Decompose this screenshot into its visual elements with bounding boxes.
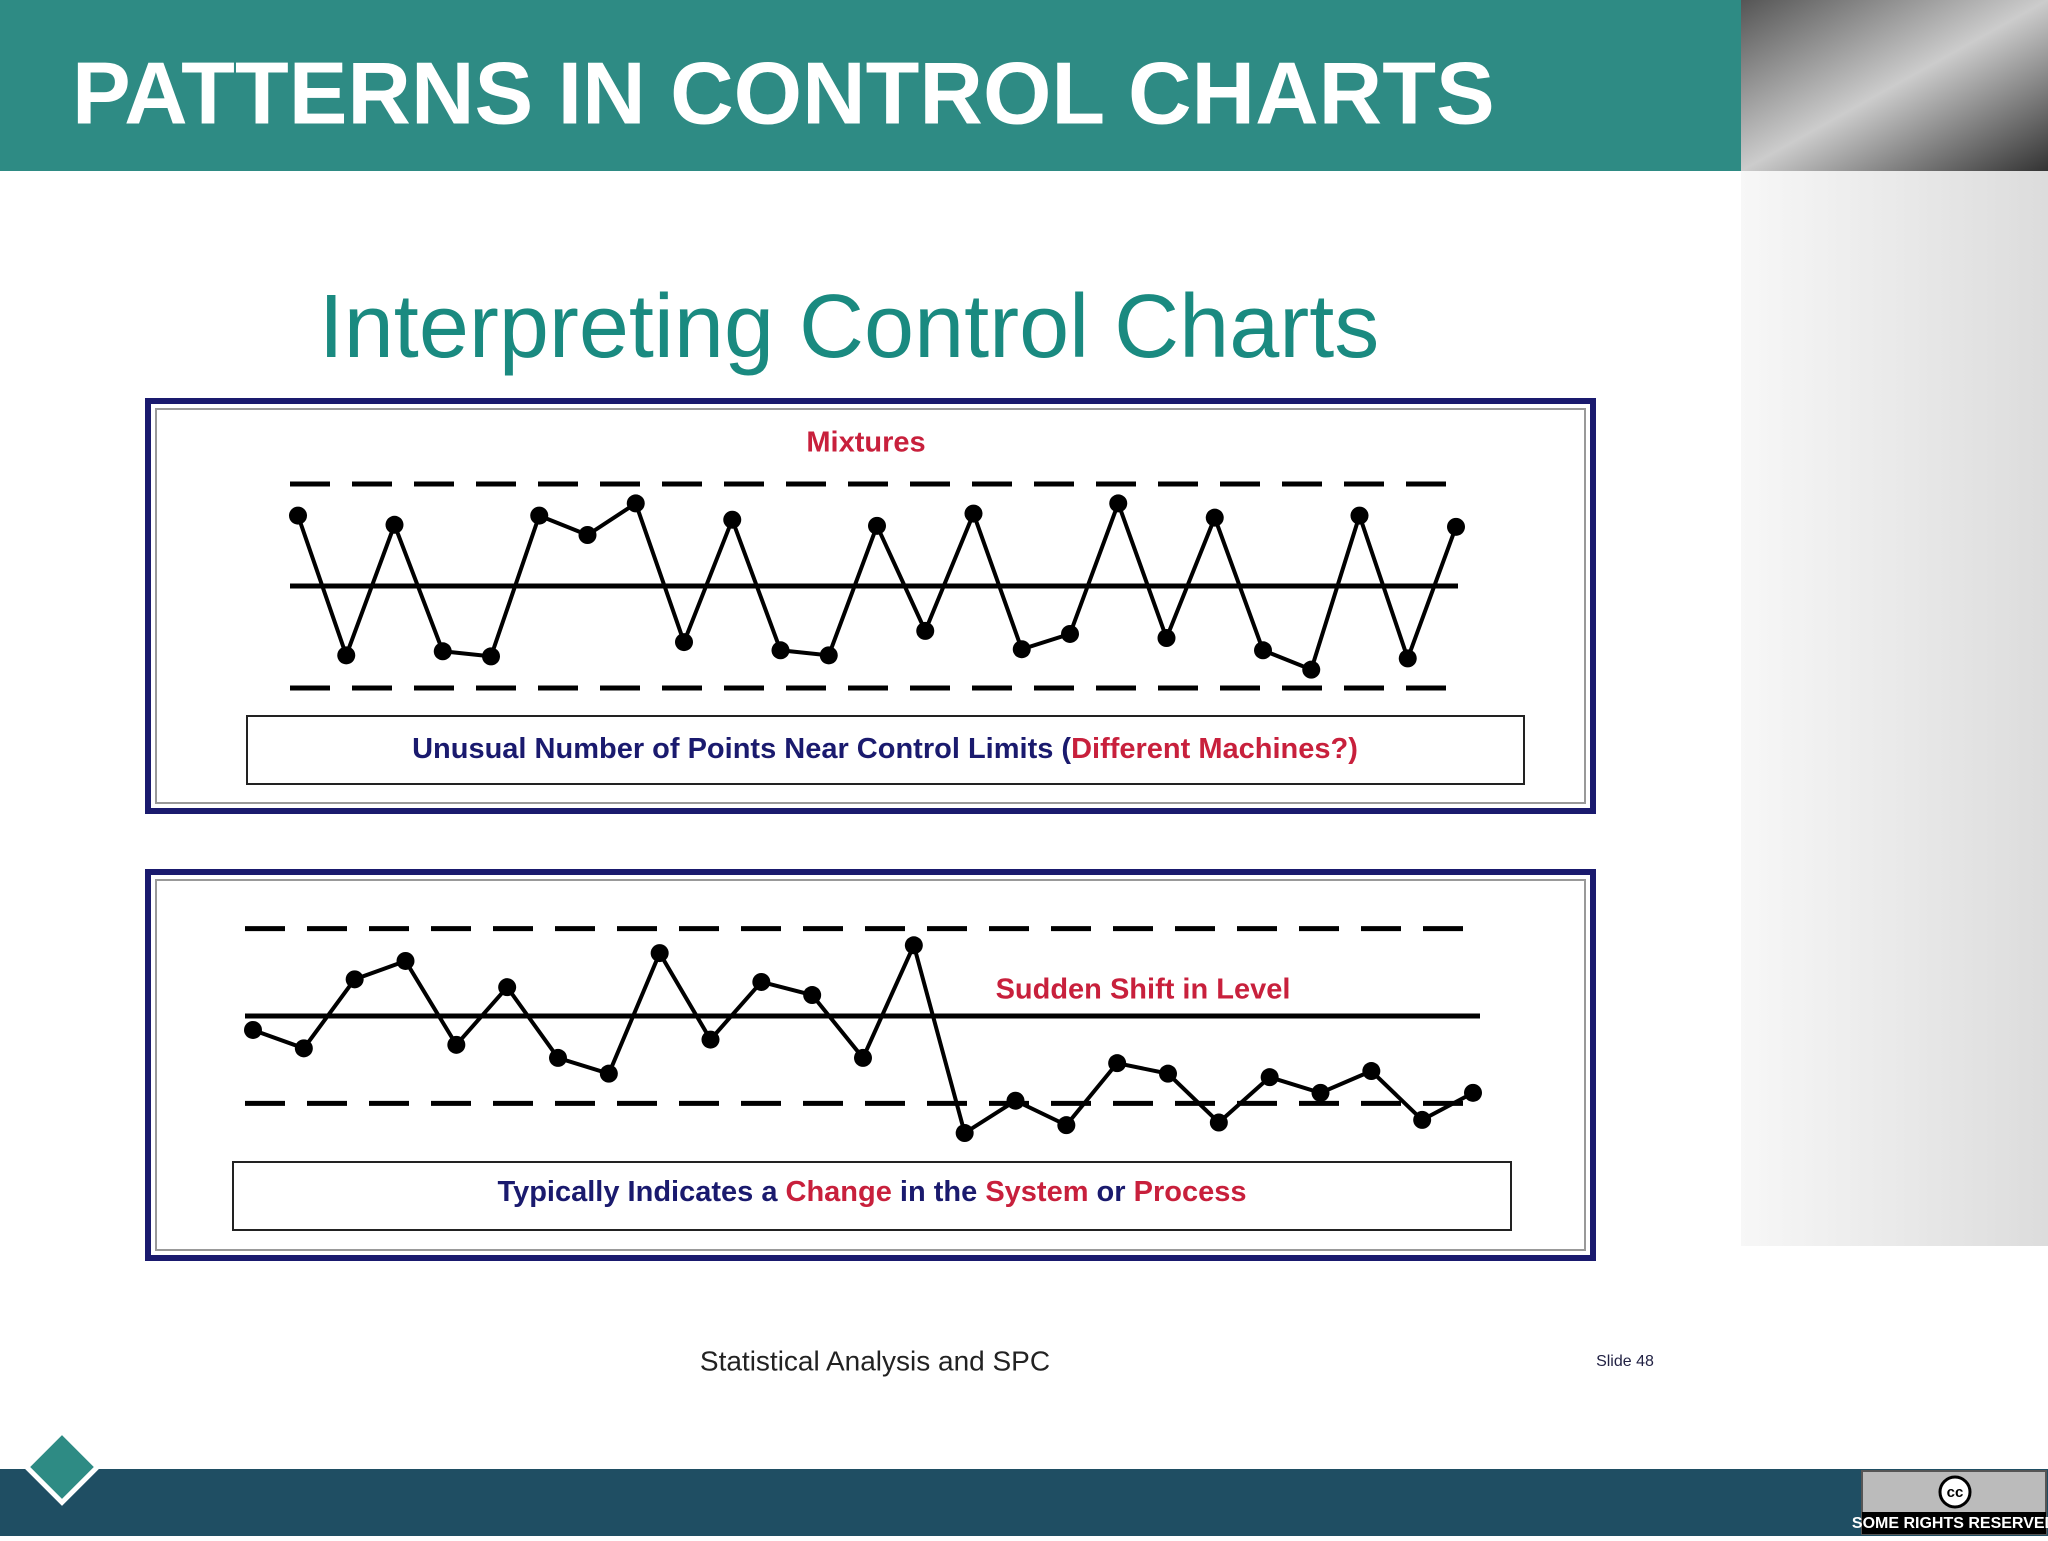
data-point [626,494,645,513]
data-point [1398,649,1417,668]
cc-text: SOME RIGHTS RESERVED [1852,1515,2048,1532]
data-point [1311,1083,1330,1102]
data-point [447,1035,466,1054]
data-point [1057,1116,1076,1135]
caption-segment: Process [1134,1176,1247,1208]
caption-segment: Change [786,1176,892,1208]
data-point [385,515,404,534]
data-point [549,1048,567,1067]
caption-box [246,715,1525,785]
data-point [1061,624,1079,643]
data-point [1413,1110,1432,1129]
data-point [498,978,517,997]
panel-inner [155,408,1586,804]
diamond-icon [23,1428,101,1506]
data-point [345,970,364,989]
data-point [955,1124,974,1143]
caption-segment: Typically Indicates a [498,1176,786,1208]
data-point [578,526,597,544]
data-point [964,504,983,523]
caption-segment: Unusual Number of Points Near Control Li… [412,733,1071,765]
data-point [819,646,838,665]
data-point [1464,1083,1482,1102]
cc-strip [1862,1512,2046,1534]
chart-title: Mixtures [806,427,925,459]
data-point [752,972,771,991]
caption-segment: in the [892,1176,985,1208]
data-point [1108,1054,1127,1073]
data-point [1254,641,1272,660]
data-point [599,1064,618,1083]
data-point [1205,508,1224,527]
header-photo [1741,0,2048,171]
caption: Unusual Number of Points Near Control Li… [412,733,1358,765]
data-point [1362,1062,1381,1081]
data-point [396,951,415,970]
data-point [723,510,742,529]
data-point [1109,494,1128,513]
data-point [650,944,669,963]
data-point [1209,1113,1228,1132]
slide-title: Interpreting Control Charts [319,277,1380,377]
data-point [675,633,693,652]
data-point [289,506,307,525]
caption-segment: or [1088,1176,1133,1208]
data-point [433,642,452,661]
header-bar [0,0,1741,171]
caption-segment: Different Machines?) [1071,733,1358,765]
data-point [530,506,549,525]
data-point [771,641,790,660]
data-point [1447,517,1465,536]
data-point [1012,640,1031,659]
data-point [854,1048,872,1067]
data-point [1006,1091,1025,1110]
footer-bar [0,1469,2048,1536]
data-point [1260,1068,1279,1087]
data-point [244,1020,262,1039]
caption-segment: System [985,1176,1088,1208]
data-point [916,621,935,640]
data-point [1157,629,1176,648]
data-point [482,647,500,666]
data-point [1302,660,1321,679]
cc-icon: cc [1947,1484,1964,1501]
side-panel [1741,0,2048,1246]
cc-circle [1938,1475,1972,1509]
footer-text: Statistical Analysis and SPC [700,1345,1050,1376]
data-point [868,516,886,535]
slide-number: Slide 48 [1596,1353,1654,1370]
header-title: PATTERNS IN CONTROL CHARTS [72,43,1495,142]
annotation: Sudden Shift in Level [996,974,1291,1006]
data-point [803,986,822,1005]
panel-inner [155,879,1586,1251]
data-point [337,646,356,665]
data-point [701,1030,720,1049]
data-point [294,1039,313,1058]
data-point [904,936,923,955]
data-point [1159,1064,1177,1083]
caption: Typically Indicates a Change in the Syst… [498,1176,1247,1208]
caption-box [232,1161,1512,1231]
data-point [1350,506,1369,525]
